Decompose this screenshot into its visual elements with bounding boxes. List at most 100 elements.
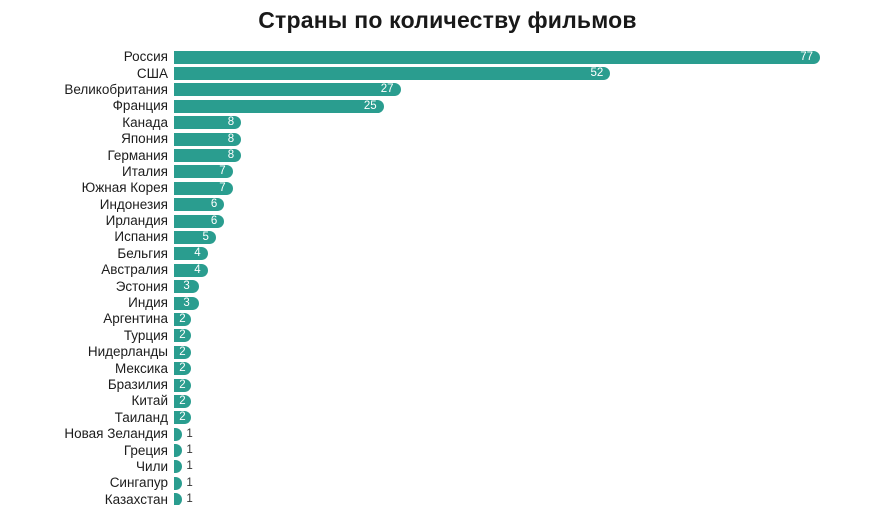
bar-area: 6 <box>174 197 895 213</box>
chart-row: Россия 77 <box>0 49 895 65</box>
bar-area: 7 <box>174 164 895 180</box>
value-label: 8 <box>227 116 235 129</box>
bar-area: 2 <box>174 393 895 409</box>
bar: 2 <box>174 394 191 408</box>
category-label: Греция <box>123 442 168 458</box>
bar-area: 4 <box>174 262 895 278</box>
bar: 2 <box>174 378 191 392</box>
value-label: 3 <box>183 280 190 293</box>
bar: 2 <box>174 362 191 376</box>
chart-row: Италия 7 <box>0 164 895 180</box>
category-label: Южная Корея <box>81 180 168 196</box>
chart-row: Мексика 2 <box>0 360 895 376</box>
bar <box>174 444 183 458</box>
value-label: 2 <box>179 362 186 375</box>
bar: 4 <box>174 263 208 277</box>
chart-row: Новая Зеландия 1 <box>0 426 895 442</box>
value-label: 6 <box>210 198 218 211</box>
category-label: Россия <box>123 49 168 65</box>
category-label: Франция <box>112 98 168 114</box>
value-label: 52 <box>590 67 604 80</box>
bar-area: 1 <box>174 492 895 505</box>
bar-area: 77 <box>174 49 895 65</box>
chart-row: Турция 2 <box>0 328 895 344</box>
bar-area: 2 <box>174 328 895 344</box>
bar-area: 4 <box>174 246 895 262</box>
chart-row: Казахстан 1 <box>0 492 895 505</box>
value-label: 1 <box>186 427 193 440</box>
chart-row: Франция 25 <box>0 98 895 114</box>
value-label: 27 <box>380 83 394 96</box>
category-label: Аргентина <box>103 311 168 327</box>
bar-area: 3 <box>174 278 895 294</box>
category-label: Япония <box>121 131 168 147</box>
chart-row: Испания 5 <box>0 229 895 245</box>
bar-area: 2 <box>174 344 895 360</box>
category-label: Испания <box>114 229 168 245</box>
bar-area: 6 <box>174 213 895 229</box>
bar: 6 <box>174 214 225 228</box>
bar-area: 8 <box>174 147 895 163</box>
category-label: Ирландия <box>105 213 168 229</box>
chart-row: Япония 8 <box>0 131 895 147</box>
value-label: 77 <box>800 50 813 63</box>
bar: 2 <box>174 345 191 359</box>
category-label: Австралия <box>101 262 168 278</box>
bar-area: 25 <box>174 98 895 114</box>
category-label: Китай <box>131 393 169 409</box>
bar-area: 1 <box>174 442 895 458</box>
category-label: Бразилия <box>107 377 168 392</box>
bar-area: 3 <box>174 295 895 311</box>
bar: 7 <box>174 181 233 195</box>
value-label: 3 <box>183 296 190 309</box>
chart-row: Греция 1 <box>0 442 895 458</box>
bar-area: 27 <box>174 82 895 98</box>
value-label: 2 <box>179 411 186 424</box>
category-label: Индонезия <box>99 196 168 212</box>
chart-row: Южная Корея 7 <box>0 180 895 196</box>
bar-area: 8 <box>174 131 895 147</box>
value-label: 1 <box>186 460 193 473</box>
bar: 2 <box>174 329 191 343</box>
category-label: Мексика <box>115 360 168 376</box>
chart-row: Китай 2 <box>0 393 895 409</box>
value-label: 2 <box>179 394 186 407</box>
category-label: Чили <box>136 458 168 474</box>
bar-area: 7 <box>174 180 895 196</box>
bar: 52 <box>174 67 611 81</box>
chart-row: Таиланд 2 <box>0 410 895 426</box>
bar-area: 2 <box>174 360 895 376</box>
bar-area: 52 <box>174 65 895 81</box>
category-label: Турция <box>123 327 168 343</box>
bar <box>174 460 183 474</box>
bar-area: 2 <box>174 377 895 393</box>
bar-area: 8 <box>174 115 895 131</box>
value-label: 8 <box>227 149 235 162</box>
chart-row: Австралия 4 <box>0 262 895 278</box>
category-label: Бельгия <box>117 245 168 261</box>
chart-row: Канада 8 <box>0 115 895 131</box>
bar-area: 2 <box>174 311 895 327</box>
category-label: Индия <box>128 295 168 311</box>
bar: 3 <box>174 280 200 294</box>
chart-row: Великобритания 27 <box>0 82 895 98</box>
bar-area: 1 <box>174 426 895 442</box>
chart-row: Ирландия 6 <box>0 213 895 229</box>
category-label: Сингапур <box>109 475 168 491</box>
bar: 2 <box>174 312 191 326</box>
bar-area: 1 <box>174 459 895 475</box>
bar: 5 <box>174 230 216 244</box>
bar: 8 <box>174 116 242 130</box>
category-label: Канада <box>122 114 168 130</box>
chart-row: Германия 8 <box>0 147 895 163</box>
chart-row: Чили 1 <box>0 459 895 475</box>
value-label: 2 <box>179 329 186 342</box>
category-label: Великобритания <box>64 81 168 97</box>
chart-row: Бельгия 4 <box>0 246 895 262</box>
bar-area: 1 <box>174 475 895 491</box>
bar: 4 <box>174 247 208 261</box>
bar: 77 <box>174 50 820 64</box>
bar <box>174 476 183 490</box>
bar: 25 <box>174 99 384 113</box>
